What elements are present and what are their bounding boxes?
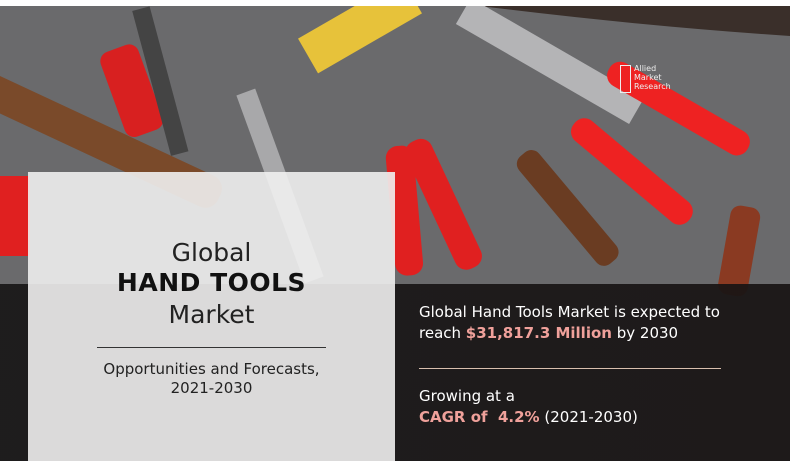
cagr-value: CAGR of 4.2% bbox=[419, 408, 540, 426]
market-value: $31,817.3 Million bbox=[465, 324, 612, 342]
subtitle: Opportunities and Forecasts, 2021-2030 bbox=[103, 360, 320, 397]
banner: Allied Market Research Global HAND TOOLS M… bbox=[0, 6, 790, 461]
title-line-market: Market bbox=[168, 300, 255, 329]
allied-market-research-logo: Allied Market Research bbox=[620, 61, 700, 99]
divider bbox=[97, 347, 326, 348]
title-panel: Global HAND TOOLS Market Opportunities a… bbox=[28, 172, 395, 461]
market-size-statement: Global Hand Tools Market is expected to … bbox=[419, 303, 720, 342]
title-line-global: Global bbox=[171, 238, 252, 267]
title-line-hand-tools: HAND TOOLS bbox=[116, 268, 307, 297]
divider bbox=[419, 368, 721, 369]
cagr-statement: Growing at a CAGR of 4.2% (2021-2030) bbox=[419, 387, 638, 426]
